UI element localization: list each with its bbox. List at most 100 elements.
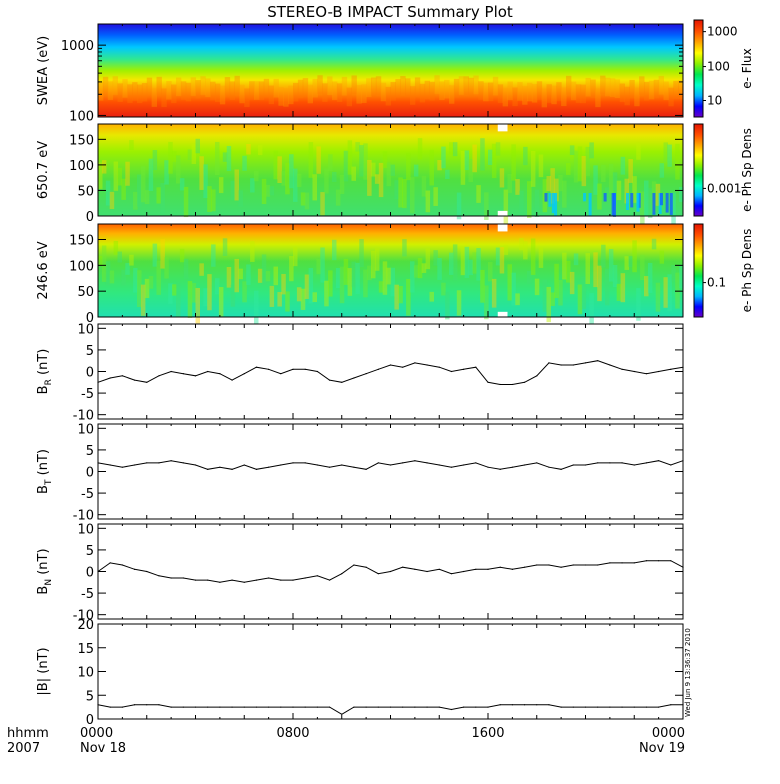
spectrogram-cell (659, 193, 663, 206)
spectrogram-cell (244, 88, 250, 108)
data-point (365, 706, 367, 708)
spectrogram-cell (449, 142, 454, 155)
spectrogram-cell (261, 178, 267, 205)
spectrogram-cell (179, 178, 185, 191)
spectrogram-cell (573, 253, 579, 266)
spectrogram-cell (600, 75, 606, 95)
spectrogram-cell (495, 142, 501, 156)
spectrogram-cell (585, 77, 591, 97)
spectrogram-cell (398, 285, 403, 304)
data-point (511, 383, 513, 386)
data-point (609, 462, 611, 464)
spectrogram-cell (187, 281, 193, 318)
spectrogram-cell (491, 278, 497, 308)
spectrogram-cell (386, 162, 392, 187)
data-point (426, 570, 428, 573)
data-point (536, 375, 538, 377)
panel-frame (97, 423, 684, 520)
y-tick-label: 0 (86, 713, 94, 728)
spectrogram-cell (328, 270, 333, 297)
spectrogram-cell (556, 82, 562, 101)
data-point (158, 462, 160, 464)
spectrogram-cell (449, 252, 454, 275)
spectrogram-cell (246, 264, 251, 285)
spectrogram-cell (644, 276, 649, 297)
spectrogram-cell (316, 259, 321, 275)
data-point (450, 573, 453, 575)
data-point (426, 706, 428, 708)
y-tick-label: -10 (73, 609, 94, 624)
spectrogram-cell (511, 144, 516, 181)
spectrogram-cell (366, 78, 372, 97)
spectrogram-cell (507, 81, 513, 101)
spectrogram-cell (385, 86, 391, 106)
y-tick-label: 0 (86, 311, 94, 326)
spectrogram-cell (620, 156, 626, 175)
spectrogram-cell (620, 273, 626, 303)
data-point (475, 568, 477, 570)
data-point (548, 362, 550, 364)
data-point (219, 706, 221, 708)
spectrogram-cell (429, 291, 434, 302)
data-point (523, 704, 526, 706)
spectrogram-cell (281, 273, 286, 295)
spectrogram-cell (328, 154, 333, 171)
data-point (328, 379, 331, 381)
data-point (389, 464, 392, 466)
data-point (182, 462, 184, 464)
spectrogram-cell (312, 78, 318, 98)
data-point (219, 466, 221, 468)
spectrogram-cell (351, 261, 356, 288)
y-tick-label: 5 (86, 544, 94, 559)
data-point (316, 370, 318, 373)
data-point (341, 464, 343, 466)
data-point (414, 460, 416, 462)
spectrogram-cell (585, 146, 590, 177)
data-point (109, 464, 111, 466)
y-axis-label: SWEA (eV) (36, 36, 51, 105)
data-point (658, 560, 660, 562)
data-point (304, 368, 306, 370)
spectrogram-cell (273, 78, 279, 98)
spectrogram-cell (647, 187, 653, 218)
spectrogram-cell (156, 260, 161, 295)
spectrogram-cell (463, 76, 469, 95)
data-point (255, 579, 258, 581)
x-date-label: Nov 18 (80, 741, 126, 756)
timestamp: Wed Jun 9 13:36:37 2010 (684, 628, 692, 717)
spectrogram-cell (375, 76, 382, 95)
spectrogram-cell (250, 241, 255, 262)
spectrogram-cell (258, 81, 265, 101)
spectrogram-cell (239, 84, 245, 104)
data-point (133, 379, 136, 381)
y-axis-label: |B| (nT) (36, 647, 51, 695)
spectrogram-cell (101, 245, 107, 282)
spectrogram-cell (176, 77, 182, 97)
spectrogram-cell (546, 286, 551, 323)
spectrogram-cell (433, 250, 438, 266)
data-point (621, 462, 623, 464)
spectrogram-cell (205, 78, 211, 98)
spectrogram-cell (551, 193, 555, 214)
data-point (194, 706, 197, 708)
data-point (682, 460, 684, 462)
spectrogram-cell (626, 193, 630, 211)
spectrogram-cell (133, 191, 138, 210)
spectrogram-cell (308, 142, 314, 178)
spectrogram-cell (519, 190, 524, 215)
data-point (243, 581, 245, 583)
spectrogram-cell (616, 180, 622, 201)
spectrogram-cell (265, 271, 271, 282)
spectrogram-cell (515, 179, 520, 195)
y-tick-label: -10 (73, 409, 94, 424)
spectrogram-cell (441, 282, 446, 296)
spectrogram-cell (570, 81, 577, 101)
spectrogram-cell (444, 79, 450, 99)
spectrogram-cell (449, 85, 455, 104)
spectrogram-cell (605, 187, 610, 202)
spectrogram-cell (361, 84, 367, 103)
data-point (182, 706, 184, 708)
spectrogram-cell (429, 149, 434, 186)
data-gap (497, 224, 508, 232)
